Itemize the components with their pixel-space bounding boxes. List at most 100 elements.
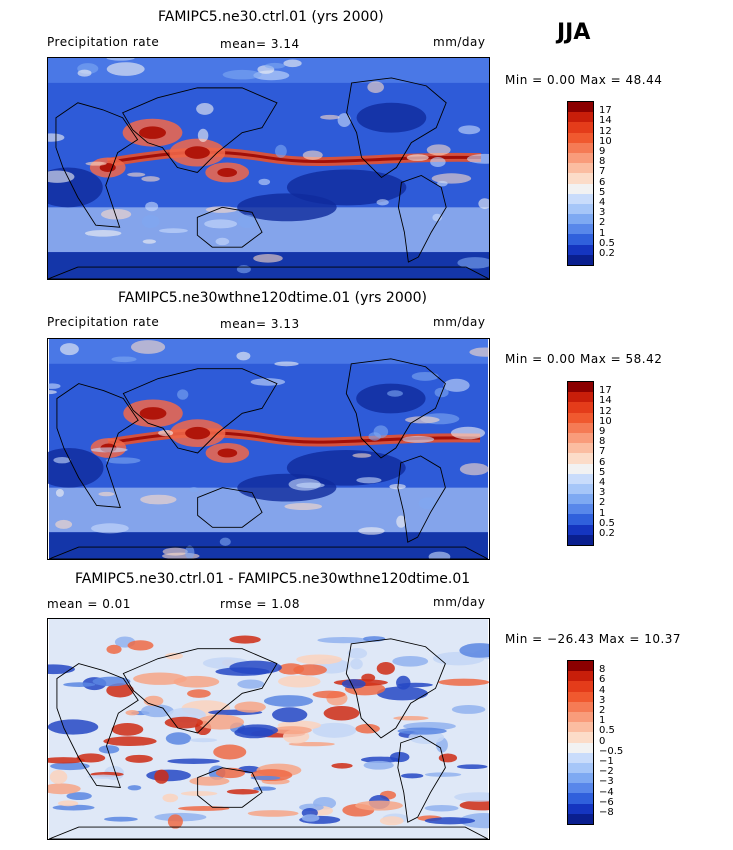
colorbar-boxes	[567, 101, 594, 266]
colorbar-tick-label: 6	[599, 674, 606, 686]
colorbar-cell	[568, 142, 593, 153]
colorbar-tick-label: −4	[599, 786, 614, 798]
colorbar-cell	[568, 443, 593, 454]
colorbar-cell	[568, 122, 593, 133]
panel-1-mean-label: mean= 3.14	[220, 37, 300, 51]
colorbar-tick-label: 8	[599, 436, 606, 448]
colorbar-cell	[568, 203, 593, 215]
colorbar-tick-label: 12	[599, 405, 612, 417]
colorbar-cell	[568, 132, 593, 143]
panel-2-map	[47, 338, 490, 560]
colorbar-cell	[568, 412, 593, 423]
panel-3-map	[47, 618, 490, 840]
colorbar-cell	[568, 152, 593, 164]
colorbar-tick-label: 10	[599, 135, 612, 147]
colorbar-cell	[568, 793, 593, 804]
colorbar-cell	[568, 661, 593, 672]
colorbar-tick-label: 2	[599, 217, 606, 229]
colorbar-cell	[568, 193, 593, 204]
panel-2-colorbar: 17 14 12 10 9 8 7 6 5 4 3 2 1 0.5 0.2	[567, 381, 615, 546]
colorbar-tick-label: 10	[599, 415, 612, 427]
colorbar-tick-label: 0.2	[599, 528, 615, 539]
colorbar-cell	[568, 722, 593, 733]
colorbar-cell	[568, 762, 593, 774]
colorbar-tick-label: 0	[599, 735, 606, 747]
colorbar-tick-label: 14	[599, 115, 612, 127]
colorbar-cell	[568, 701, 593, 712]
panel-3-title: FAMIPC5.ne30.ctrl.01 - FAMIPC5.ne30wthne…	[75, 571, 471, 587]
colorbar-cell	[568, 112, 593, 123]
panel-1-map	[47, 57, 490, 280]
colorbar-cell	[568, 803, 593, 814]
colorbar-cell	[568, 681, 593, 692]
colorbar-tick-label: 3	[599, 207, 606, 219]
colorbar-cell	[568, 494, 593, 505]
colorbar-tick-label: 0.2	[599, 248, 615, 259]
colorbar-tick-label: 4	[599, 477, 606, 488]
colorbar-cell	[568, 524, 593, 535]
season-label: JJA	[557, 20, 591, 45]
colorbar-cell	[568, 392, 593, 403]
colorbar-cell	[568, 711, 593, 723]
colorbar-cell	[568, 732, 593, 743]
colorbar-cell	[568, 742, 593, 753]
colorbar-cell	[568, 422, 593, 433]
colorbar-cell	[568, 254, 593, 265]
colorbar-tick-label: 14	[599, 395, 612, 407]
colorbar-tick-label: 6	[599, 456, 606, 468]
colorbar-cell	[568, 752, 593, 763]
colorbar-tick-label: 9	[599, 426, 606, 437]
colorbar-cell	[568, 483, 593, 495]
panel-3-mean-label: mean = 0.01	[47, 597, 131, 611]
colorbar-tick-label: 7	[599, 446, 606, 458]
colorbar-cell	[568, 234, 593, 245]
colorbar-tick-label: 2	[599, 497, 606, 509]
colorbar-tick-label: −3	[599, 776, 614, 788]
panel-2-variable-label: Precipitation rate	[47, 315, 160, 329]
panel-3-colorbar: 8 6 4 3 2 1 0.5 0 −0.5 −1 −2 −3 −4 −6 −8	[567, 660, 623, 825]
panel-2-units-label: mm/day	[433, 315, 486, 329]
colorbar-cell	[568, 473, 593, 484]
panel-1-units-label: mm/day	[433, 35, 486, 49]
colorbar-tick-label: −2	[599, 766, 614, 778]
colorbar-tick-label: 8	[599, 156, 606, 168]
colorbar-cell	[568, 514, 593, 525]
panel-3-rmse-label: rmse = 1.08	[220, 597, 300, 611]
colorbar-tick-label: 1	[599, 715, 606, 727]
colorbar-cell	[568, 671, 593, 682]
panel-3-minmax: Min = −26.43 Max = 10.37	[505, 632, 682, 646]
colorbar-cell	[568, 432, 593, 444]
colorbar-cell	[568, 463, 593, 474]
colorbar-cell	[568, 183, 593, 194]
colorbar-tick-label: 17	[599, 385, 612, 397]
colorbar-tick-label: 6	[599, 176, 606, 188]
colorbar-cell	[568, 173, 593, 184]
colorbar-cell	[568, 504, 593, 515]
colorbar-cell	[568, 102, 593, 113]
colorbar-tick-label: 8	[599, 664, 606, 676]
colorbar-cell	[568, 402, 593, 413]
panel-1-title: FAMIPC5.ne30.ctrl.01 (yrs 2000)	[158, 9, 384, 25]
colorbar-cell	[568, 773, 593, 784]
colorbar-tick-label: 2	[599, 705, 606, 716]
colorbar-tick-label: 3	[599, 487, 606, 499]
map-svg	[48, 58, 489, 279]
colorbar-cell	[568, 691, 593, 702]
colorbar-tick-label: 1	[599, 507, 606, 519]
colorbar-cell	[568, 453, 593, 464]
panel-1-minmax: Min = 0.00 Max = 48.44	[505, 73, 663, 87]
colorbar-cell	[568, 813, 593, 824]
colorbar-tick-label: 4	[599, 684, 606, 696]
colorbar-cell	[568, 224, 593, 235]
colorbar-boxes	[567, 381, 594, 546]
panel-1-variable-label: Precipitation rate	[47, 35, 160, 49]
colorbar-tick-label: 17	[599, 105, 612, 117]
colorbar-tick-label: 0.5	[599, 237, 615, 249]
colorbar-cell	[568, 382, 593, 393]
map-svg	[48, 619, 489, 839]
map-svg	[48, 339, 489, 559]
colorbar-cell	[568, 214, 593, 225]
colorbar-tick-label: −0.5	[599, 745, 624, 757]
colorbar-cell	[568, 534, 593, 545]
colorbar-tick-label: 5	[599, 466, 606, 478]
